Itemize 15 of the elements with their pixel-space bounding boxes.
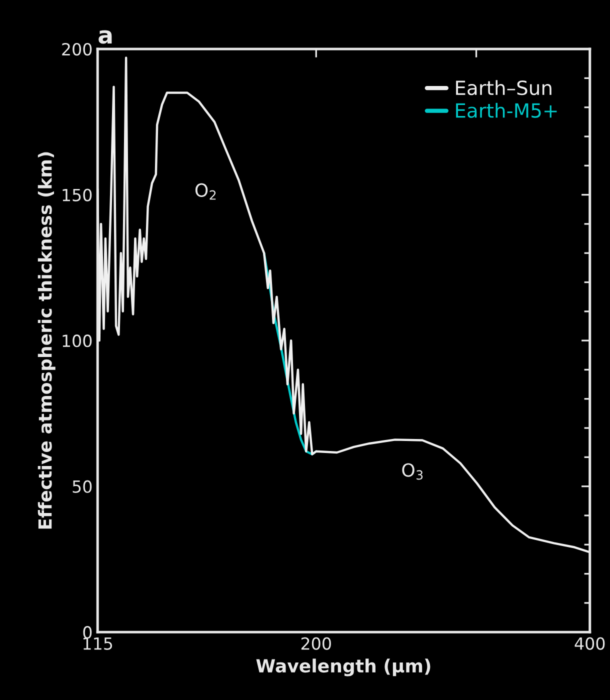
y-tick-label: 100	[62, 334, 92, 348]
y-tick-label: 200	[62, 42, 92, 56]
legend-label: Earth-M5+	[456, 102, 557, 118]
y-tick-label: 50	[72, 480, 92, 493]
y-tick-label: 0	[83, 626, 92, 639]
y-tick-label: 150	[62, 188, 92, 202]
legend-label: Earth–Sun	[456, 80, 552, 96]
y-axis-title: Effective atmospheric thickness (km)	[38, 152, 56, 529]
chart-title: a	[98, 30, 112, 44]
x-tick-label: 200	[301, 637, 331, 650]
x-tick-label: 400	[574, 637, 605, 650]
annotation: O$_{2}$	[195, 183, 216, 200]
x-axis-title: Wavelength (μm)	[256, 658, 430, 676]
annotation: O$_{3}$	[402, 463, 423, 480]
x-tick-label: 115	[84, 637, 112, 650]
